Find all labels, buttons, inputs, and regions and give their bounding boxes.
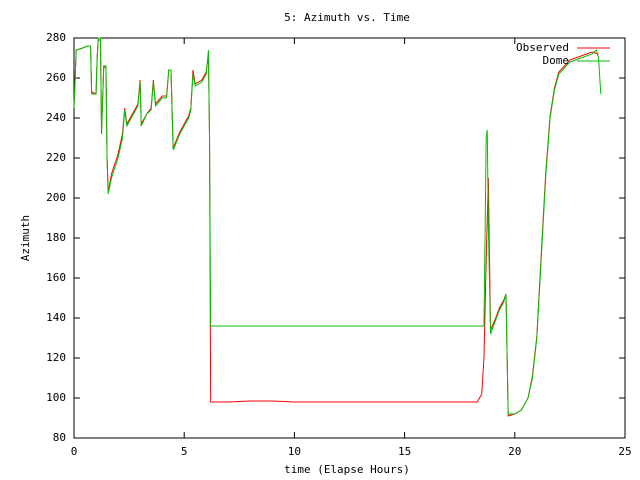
x-tick-label: 15 [398,445,411,458]
y-tick-label: 200 [46,191,66,204]
y-tick-label: 240 [46,111,66,124]
y-tick-label: 180 [46,231,66,244]
chart-title: 5: Azimuth vs. Time [284,11,410,24]
y-tick-label: 140 [46,311,66,324]
x-tick-label: 10 [288,445,301,458]
y-tick-label: 120 [46,351,66,364]
x-tick-label: 0 [71,445,78,458]
x-axis-label: time (Elapse Hours) [284,463,410,476]
y-tick-label: 100 [46,391,66,404]
legend-label: Observed [516,41,569,54]
y-tick-label: 80 [53,431,66,444]
x-tick-label: 20 [508,445,521,458]
data-line [73,37,602,415]
y-axis-label: Azimuth [19,215,32,261]
legend-label: Dome [543,54,570,67]
x-tick-label: 5 [181,445,188,458]
y-tick-label: 220 [46,151,66,164]
y-tick-label: 280 [46,31,66,44]
y-tick-label: 160 [46,271,66,284]
y-tick-label: 260 [46,71,66,84]
x-tick-label: 25 [618,445,631,458]
